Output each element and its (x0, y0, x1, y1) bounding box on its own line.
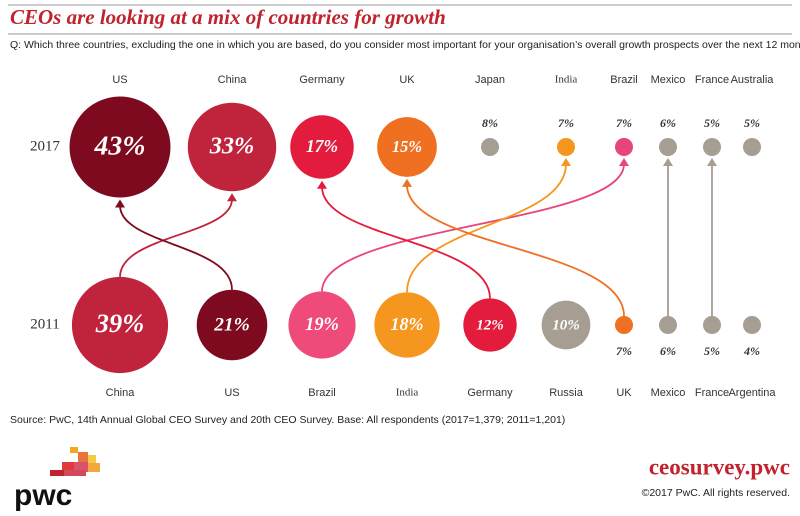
link (321, 163, 625, 292)
category-label: Brazil (308, 387, 336, 399)
subtitle: Q: Which three countries, excluding the … (10, 39, 800, 51)
bubble (187, 102, 277, 192)
bubble (374, 292, 440, 358)
value-label: 10% (552, 317, 580, 333)
category-label: France (695, 387, 729, 399)
value-label: 33% (209, 133, 255, 160)
value-label: 7% (558, 116, 574, 130)
bubble (703, 316, 721, 334)
site: ceosurvey.pwc (649, 454, 790, 479)
bubble (743, 316, 761, 334)
bubble (69, 96, 171, 198)
value-label: 17% (306, 136, 338, 156)
category-label: UK (399, 74, 415, 86)
link (119, 205, 233, 290)
value-label: 5% (704, 116, 720, 130)
bubble (743, 138, 761, 156)
category-label: Australia (731, 74, 775, 86)
value-label: 12% (476, 317, 504, 333)
category-label: Mexico (651, 387, 686, 399)
category-label: Brazil (610, 74, 638, 86)
arrow (227, 193, 237, 202)
arrow (561, 158, 571, 166)
value-label: 5% (704, 344, 720, 358)
category-label: Russia (549, 387, 584, 399)
arrow (663, 158, 673, 166)
copyright: ©2017 PwC. All rights reserved. (642, 487, 790, 499)
bubble (615, 138, 633, 156)
link (321, 186, 491, 299)
value-label: 7% (616, 116, 632, 130)
bubble (377, 117, 437, 177)
category-label: US (224, 387, 239, 399)
arrow (707, 158, 717, 166)
category-label: Japan (475, 74, 505, 86)
arrow (619, 158, 629, 166)
brand: pwc (14, 479, 72, 512)
value-label: 6% (660, 344, 676, 358)
value-label: 15% (392, 137, 422, 156)
year-label: 2011 (30, 316, 59, 332)
arrow (115, 199, 125, 208)
arrow (402, 178, 412, 187)
category-label: UK (616, 387, 632, 399)
value-label: 39% (95, 308, 144, 338)
value-label: 8% (482, 116, 498, 130)
bubble (288, 291, 356, 359)
category-label: India (396, 387, 419, 399)
category-label: China (106, 387, 136, 399)
bubble (541, 300, 591, 350)
source: Source: PwC, 14th Annual Global CEO Surv… (10, 414, 565, 426)
bubble (659, 316, 677, 334)
category-label: India (555, 74, 578, 86)
bubble (463, 298, 517, 352)
link (119, 199, 233, 277)
bubble (71, 276, 169, 374)
value-label: 18% (391, 314, 424, 334)
category-label: Argentina (728, 387, 776, 399)
bubble (481, 138, 499, 156)
value-label: 21% (213, 314, 250, 335)
category-label: China (218, 74, 248, 86)
bubble (615, 316, 633, 334)
value-label: 7% (616, 344, 632, 358)
category-label: US (112, 74, 127, 86)
bubble (196, 289, 268, 361)
title: CEOs are looking at a mix of countries f… (10, 5, 446, 29)
bubble (557, 138, 575, 156)
bubble (659, 138, 677, 156)
link (406, 184, 625, 317)
bubble (290, 115, 354, 179)
bubble (703, 138, 721, 156)
value-label: 19% (305, 314, 339, 334)
category-label: Germany (299, 74, 345, 86)
arrow (317, 180, 327, 189)
logo-blocks (50, 447, 100, 476)
category-label: Germany (467, 387, 513, 399)
category-label: Mexico (651, 74, 686, 86)
value-label: 4% (743, 344, 760, 358)
value-label: 6% (660, 116, 676, 130)
value-label: 43% (94, 130, 146, 161)
link (406, 163, 567, 293)
year-label: 2017 (30, 138, 61, 154)
value-label: 5% (744, 116, 760, 130)
category-label: France (695, 74, 729, 86)
